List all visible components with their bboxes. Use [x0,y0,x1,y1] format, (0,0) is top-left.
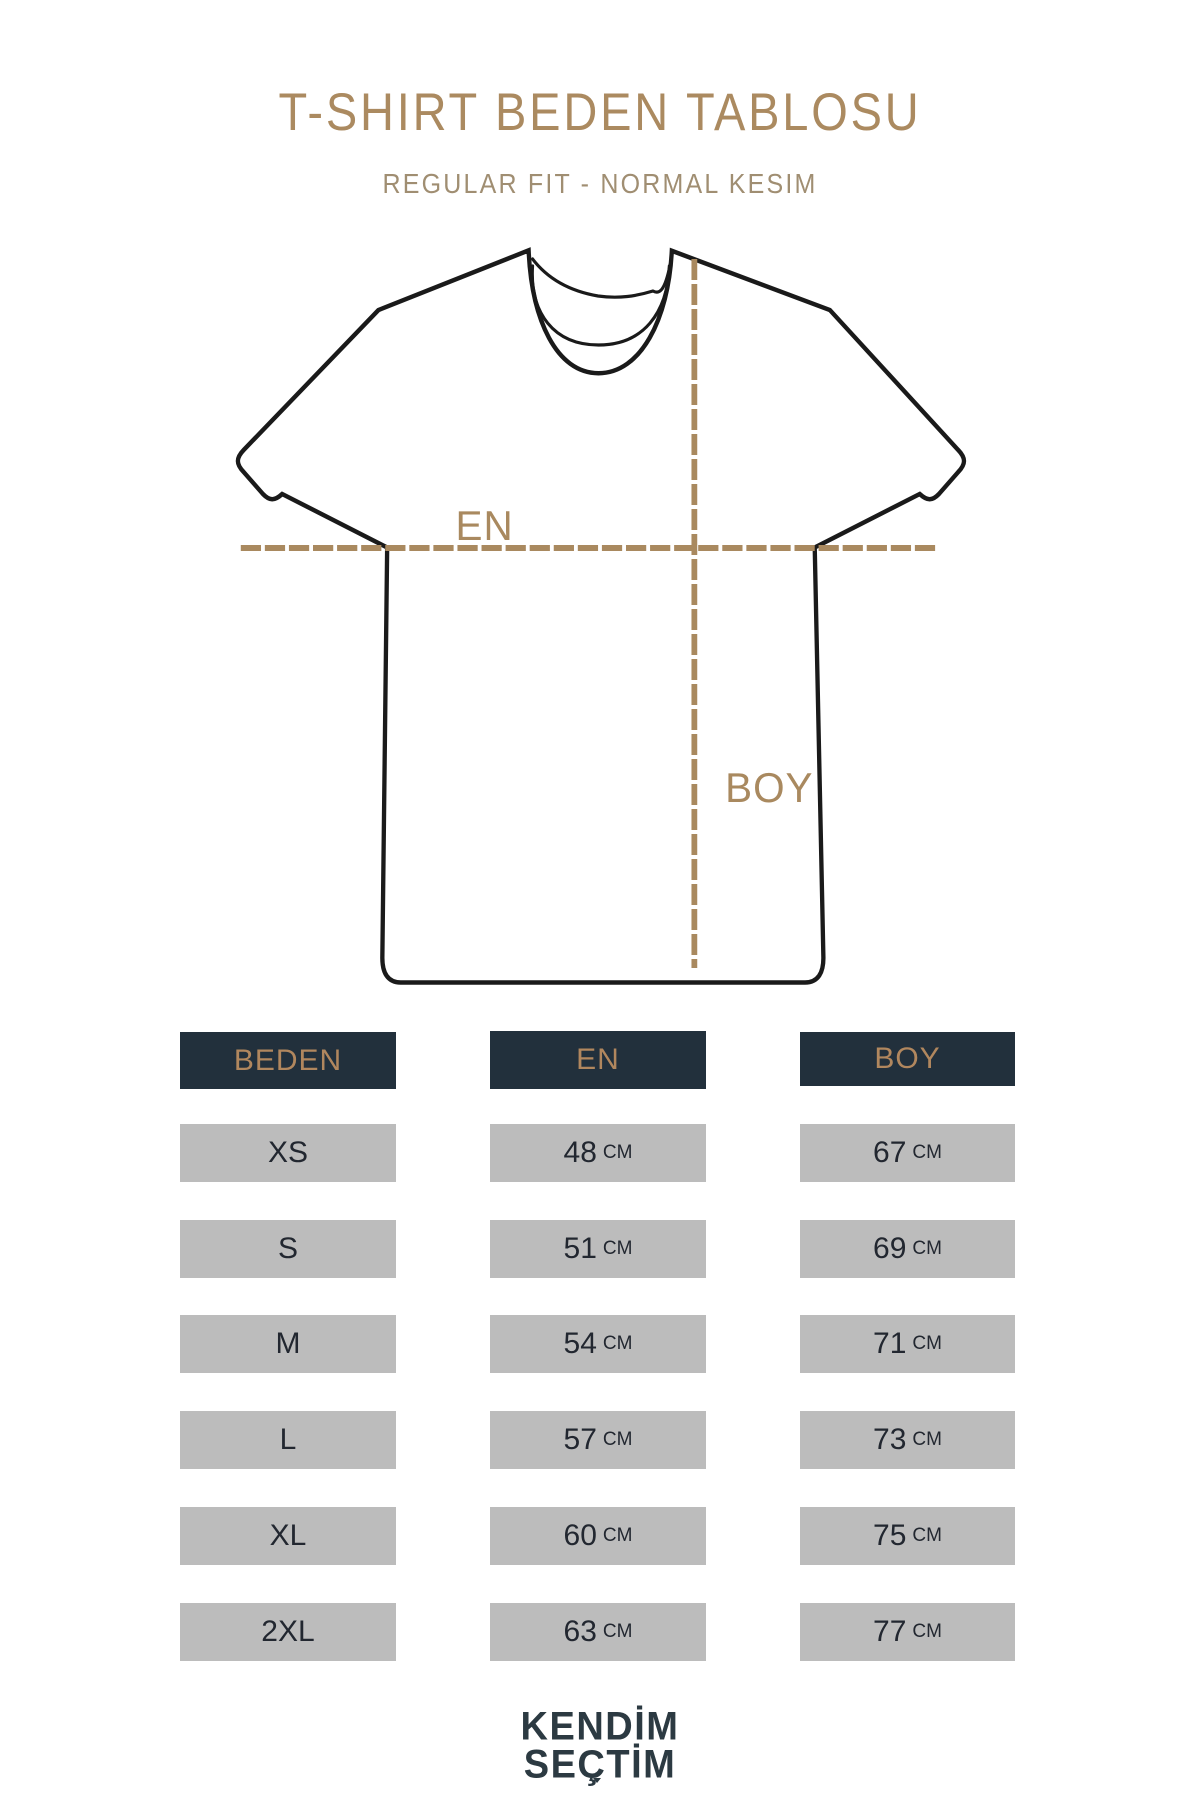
svg-text:BOY: BOY [725,764,813,811]
svg-text:EN: EN [456,502,514,549]
